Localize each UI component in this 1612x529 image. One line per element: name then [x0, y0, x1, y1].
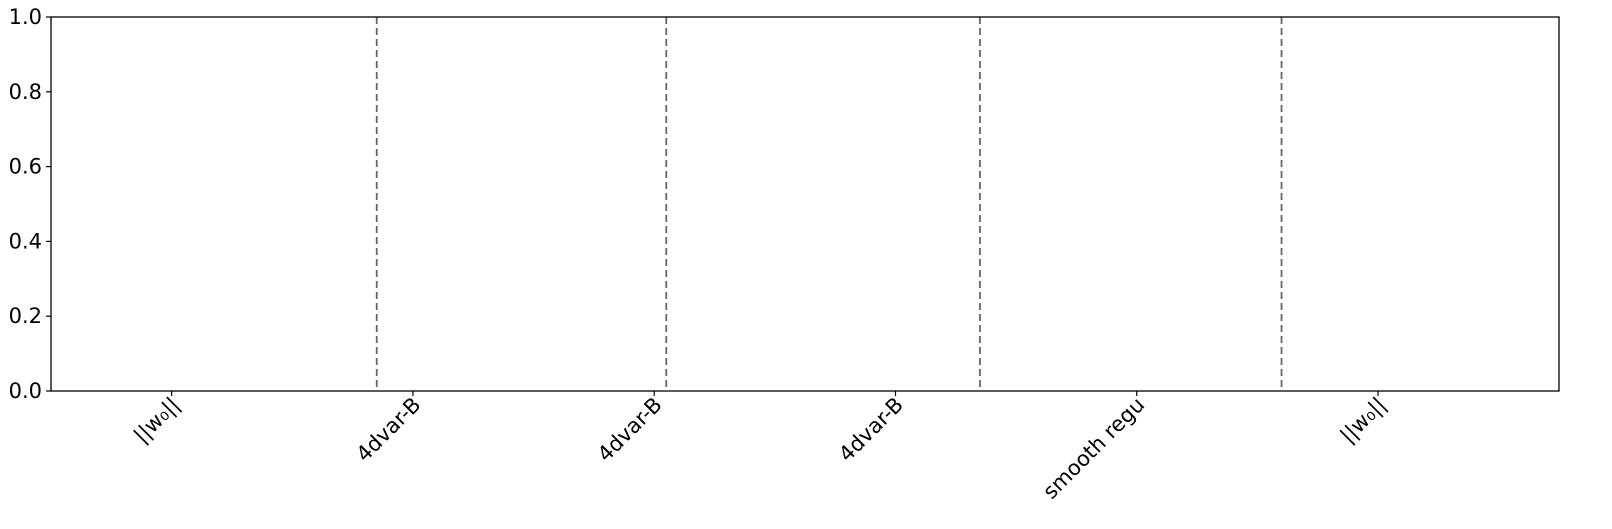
y-tick-label: 1.0 [9, 5, 42, 29]
y-axis-ticks: 0.0 0.2 0.4 0.6 0.8 1.0 [9, 5, 51, 403]
y-tick-label: 0.8 [9, 80, 42, 104]
x-tick-label: 4dvar-B [593, 393, 667, 467]
x-tick-label: 4dvar-B [834, 393, 908, 467]
y-tick-label: 0.0 [9, 379, 42, 403]
x-tick-label: smooth regu [1038, 393, 1149, 504]
x-tick-label: ||w₀|| [1335, 393, 1391, 449]
y-tick-label: 0.4 [9, 229, 42, 253]
x-tick-label: ||w₀|| [129, 393, 185, 449]
y-tick-label: 0.6 [9, 155, 42, 179]
x-tick-label: 4dvar-B [352, 393, 426, 467]
separator-lines [375, 17, 1283, 391]
y-tick-label: 0.2 [9, 304, 42, 328]
axes-frame [50, 16, 1560, 392]
x-axis-ticks: ||w₀|| 4dvar-B 4dvar-B 4dvar-B smooth regu ||… [129, 391, 1391, 504]
